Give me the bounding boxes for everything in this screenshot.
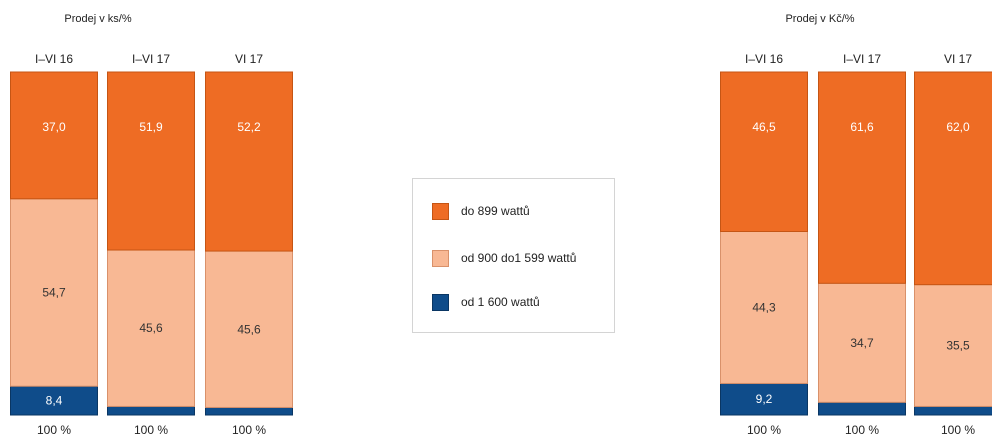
data-label: 46,5: [752, 120, 776, 134]
category-label: VI 17: [235, 52, 263, 66]
legend-item: od 1 600 wattů: [432, 292, 540, 312]
bar-segment: [914, 284, 992, 407]
chart-title: Prodej v Kč/%: [785, 13, 854, 25]
data-label: 51,9: [139, 120, 163, 134]
data-label: 35,5: [946, 339, 970, 353]
data-label: 52,2: [237, 120, 261, 134]
bar-segment: [914, 405, 992, 416]
legend-swatch-orange: [432, 202, 449, 220]
bar-segment: [818, 401, 906, 416]
data-label: 8,4: [46, 394, 63, 408]
bar-segment: [205, 71, 293, 252]
data-label: 9,2: [756, 392, 773, 406]
chart-value: Prodej v Kč/% I–VI 16 9,2 44,3 46,5 100 % I–VI…: [720, 13, 992, 436]
total-label: 100 %: [37, 423, 71, 436]
legend-swatch-peach: [432, 249, 449, 267]
total-label: 100 %: [747, 423, 781, 436]
total-label: 100 %: [232, 423, 266, 436]
total-label: 100 %: [134, 423, 168, 436]
bar-segment: [10, 71, 98, 200]
data-label: 62,0: [946, 120, 970, 134]
data-label: 44,3: [752, 300, 776, 314]
data-label: 54,7: [42, 286, 66, 300]
category-label: I–VI 16: [745, 52, 783, 66]
bar-segment: [818, 71, 906, 284]
bar-segment: [107, 71, 195, 251]
legend-label: do 899 wattů: [461, 204, 530, 218]
category-label: I–VI 17: [132, 52, 170, 66]
bar-segment: [720, 71, 808, 232]
bar-segment: [818, 282, 906, 403]
legend-label: od 1 600 wattů: [461, 295, 540, 309]
legend-item: do 899 wattů: [432, 201, 530, 221]
bar-segment: [205, 406, 293, 416]
category-label: I–VI 16: [35, 52, 73, 66]
legend: do 899 wattů od 900 do1 599 wattů od 1 6…: [412, 178, 615, 333]
data-label: 37,0: [42, 120, 66, 134]
total-label: 100 %: [941, 423, 975, 436]
legend-label: od 900 do1 599 wattů: [461, 251, 577, 265]
legend-swatch-blue: [432, 293, 449, 311]
bar-segment: [10, 198, 98, 387]
category-label: I–VI 17: [843, 52, 881, 66]
data-label: 34,7: [850, 336, 874, 350]
data-label: 61,6: [850, 120, 874, 134]
category-label: VI 17: [944, 52, 972, 66]
chart-units: Prodej v ks/% I–VI 16 8,4 54,7 37,0 100 % I–VI…: [10, 13, 293, 436]
bar-segment: [10, 385, 98, 416]
data-label: 45,6: [139, 321, 163, 335]
chart-title: Prodej v ks/%: [64, 13, 131, 25]
legend-item: od 900 do1 599 wattů: [432, 248, 576, 268]
total-label: 100 %: [845, 423, 879, 436]
bar-segment: [205, 250, 293, 408]
bar-segment: [107, 405, 195, 416]
bar-segment: [107, 249, 195, 407]
data-label: 45,6: [237, 322, 261, 336]
bar-segment: [914, 71, 992, 286]
